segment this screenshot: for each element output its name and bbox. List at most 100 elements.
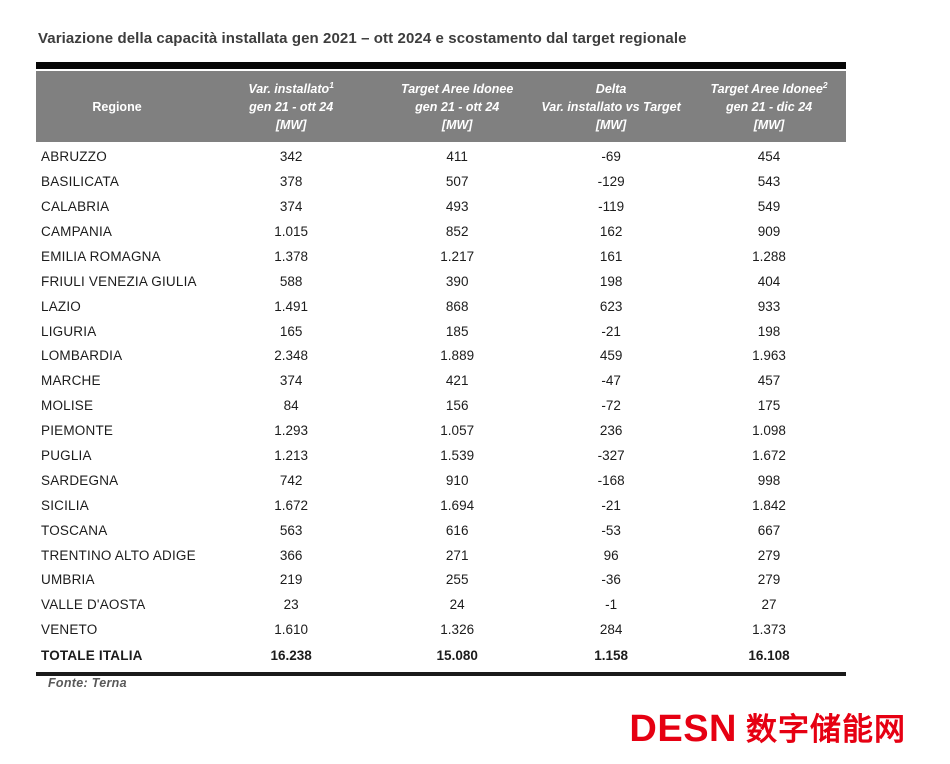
- cell-regione: LAZIO: [41, 298, 82, 314]
- cell-target-ott: 411: [446, 149, 468, 165]
- cell-regione: MOLISE: [41, 398, 94, 414]
- cell-regione: VENETO: [41, 622, 98, 638]
- cell-target-ott: 390: [445, 273, 469, 289]
- cell-regione: TOTALE ITALIA: [41, 647, 143, 663]
- cell-target-dic: 457: [757, 373, 781, 389]
- cell-target-dic: 1.672: [752, 448, 786, 463]
- cell-target-dic: 27: [761, 597, 777, 613]
- cell-var-installato: 1.015: [274, 223, 309, 239]
- cell-var-installato: 374: [279, 199, 303, 215]
- cell-var-installato: 588: [279, 273, 303, 289]
- page-title: Variazione della capacità installata gen…: [38, 30, 687, 47]
- cell-regione: MARCHE: [41, 373, 101, 389]
- cell-regione: FRIULI VENEZIA GIULIA: [41, 273, 197, 289]
- source-note: Fonte: Terna: [48, 676, 127, 690]
- cell-delta: -53: [601, 522, 621, 538]
- logo-text-latin: DESN: [629, 708, 737, 750]
- cell-target-ott: 1.889: [440, 348, 475, 364]
- cell-target-dic: 667: [757, 522, 781, 538]
- table-row: BASILICATA 378 507 -129 543: [36, 169, 846, 194]
- cell-regione: BASILICATA: [41, 174, 120, 190]
- cell-regione: TOSCANA: [41, 522, 108, 538]
- cell-target-dic: 543: [757, 174, 781, 190]
- table-total-row: TOTALE ITALIA 16.238 15.080 1.158 16.108: [36, 642, 846, 668]
- cell-target-ott: 868: [445, 298, 469, 314]
- cell-var-installato: 563: [279, 522, 303, 538]
- cell-target-ott: 507: [445, 174, 469, 190]
- table-row: PIEMONTE 1.293 1.057 236 1.098: [36, 418, 846, 443]
- cell-delta: -69: [601, 149, 621, 165]
- table-row: ABRUZZO 342 411 -69 454: [36, 144, 846, 169]
- cell-target-ott: 493: [445, 199, 469, 215]
- cell-target-ott: 1.694: [440, 497, 475, 513]
- cell-regione: LOMBARDIA: [41, 348, 123, 364]
- cell-delta: -36: [601, 572, 621, 588]
- cell-target-dic: 933: [757, 298, 781, 314]
- cell-target-ott: 616: [445, 522, 469, 538]
- cell-var-installato: 342: [279, 149, 303, 165]
- cell-target-ott: 185: [445, 323, 469, 339]
- table-row: VALLE D'AOSTA 23 24 -1 27: [36, 592, 846, 617]
- cell-delta: -327: [597, 448, 625, 463]
- cell-regione: LIGURIA: [41, 323, 97, 339]
- table-row: MARCHE 374 421 -47 457: [36, 368, 846, 393]
- cell-target-dic: 998: [757, 472, 781, 488]
- cell-var-installato: 1.293: [274, 423, 309, 439]
- cell-var-installato: 742: [279, 472, 303, 488]
- column-header-target-ott: Target Aree Idonee gen 21 - ott 24 [MW]: [401, 82, 514, 133]
- cell-target-dic: 454: [757, 149, 781, 165]
- cell-delta: 623: [599, 298, 623, 314]
- column-header-delta: Delta Var. installato vs Target [MW]: [541, 82, 681, 133]
- cell-target-ott: 421: [445, 373, 469, 389]
- cell-target-ott: 1.217: [440, 248, 475, 264]
- cell-regione: SICILIA: [41, 497, 89, 513]
- cell-target-ott: 1.326: [440, 622, 475, 638]
- table-body: ABRUZZO 342 411 -69 454 BASILICATA 378 5…: [36, 142, 846, 642]
- cell-regione: TRENTINO ALTO ADIGE: [41, 547, 196, 563]
- cell-delta: -119: [598, 199, 625, 215]
- cell-regione: ABRUZZO: [41, 149, 107, 165]
- cell-target-dic: 16.108: [748, 647, 790, 663]
- cell-delta: -72: [601, 398, 621, 414]
- cell-regione: EMILIA ROMAGNA: [41, 248, 161, 264]
- cell-target-dic: 175: [757, 398, 781, 414]
- table-row: VENETO 1.610 1.326 284 1.373: [36, 617, 846, 642]
- column-header-var-installato: Var. installato1 gen 21 - ott 24 [MW]: [248, 79, 334, 133]
- cell-target-dic: 1.373: [752, 622, 786, 638]
- table-row: LAZIO 1.491 868 623 933: [36, 294, 846, 319]
- cell-target-ott: 1.539: [440, 448, 475, 463]
- cell-var-installato: 84: [283, 398, 299, 414]
- cell-var-installato: 219: [279, 572, 303, 588]
- cell-delta: -21: [601, 323, 621, 339]
- cell-target-ott: 1.057: [440, 423, 475, 439]
- table-header-row: Regione Var. installato1 gen 21 - ott 24…: [36, 71, 846, 143]
- cell-var-installato: 1.610: [274, 622, 309, 638]
- cell-target-dic: 279: [757, 547, 781, 563]
- cell-delta: -47: [601, 373, 621, 389]
- cell-regione: CAMPANIA: [41, 223, 113, 239]
- cell-delta: -21: [601, 497, 621, 513]
- table-row: FRIULI VENEZIA GIULIA 588 390 198 404: [36, 269, 846, 294]
- cell-regione: SARDEGNA: [41, 472, 119, 488]
- table-row: SARDEGNA 742 910 -168 998: [36, 468, 846, 493]
- cell-target-dic: 909: [757, 223, 781, 239]
- table-row: PUGLIA 1.213 1.539 -327 1.672: [36, 443, 846, 468]
- cell-var-installato: 374: [279, 373, 303, 389]
- cell-delta: 284: [599, 622, 623, 638]
- cell-target-dic: 1.288: [752, 248, 786, 264]
- cell-target-ott: 24: [449, 597, 465, 613]
- cell-var-installato: 1.213: [274, 448, 309, 463]
- cell-target-dic: 279: [757, 572, 781, 588]
- cell-var-installato: 165: [279, 323, 303, 339]
- column-header-target-dic: Target Aree Idonee2 gen 21 - dic 24 [MW]: [710, 79, 828, 133]
- cell-target-dic: 1.842: [752, 497, 786, 513]
- table-row: MOLISE 84 156 -72 175: [36, 393, 846, 418]
- table-top-rule: [36, 62, 846, 69]
- cell-delta: 198: [599, 273, 623, 289]
- table-row: EMILIA ROMAGNA 1.378 1.217 161 1.288: [36, 244, 846, 269]
- table-row: CAMPANIA 1.015 852 162 909: [36, 219, 846, 244]
- cell-var-installato: 1.491: [274, 298, 309, 314]
- column-header-regione: Regione: [92, 100, 142, 115]
- cell-regione: VALLE D'AOSTA: [41, 597, 146, 613]
